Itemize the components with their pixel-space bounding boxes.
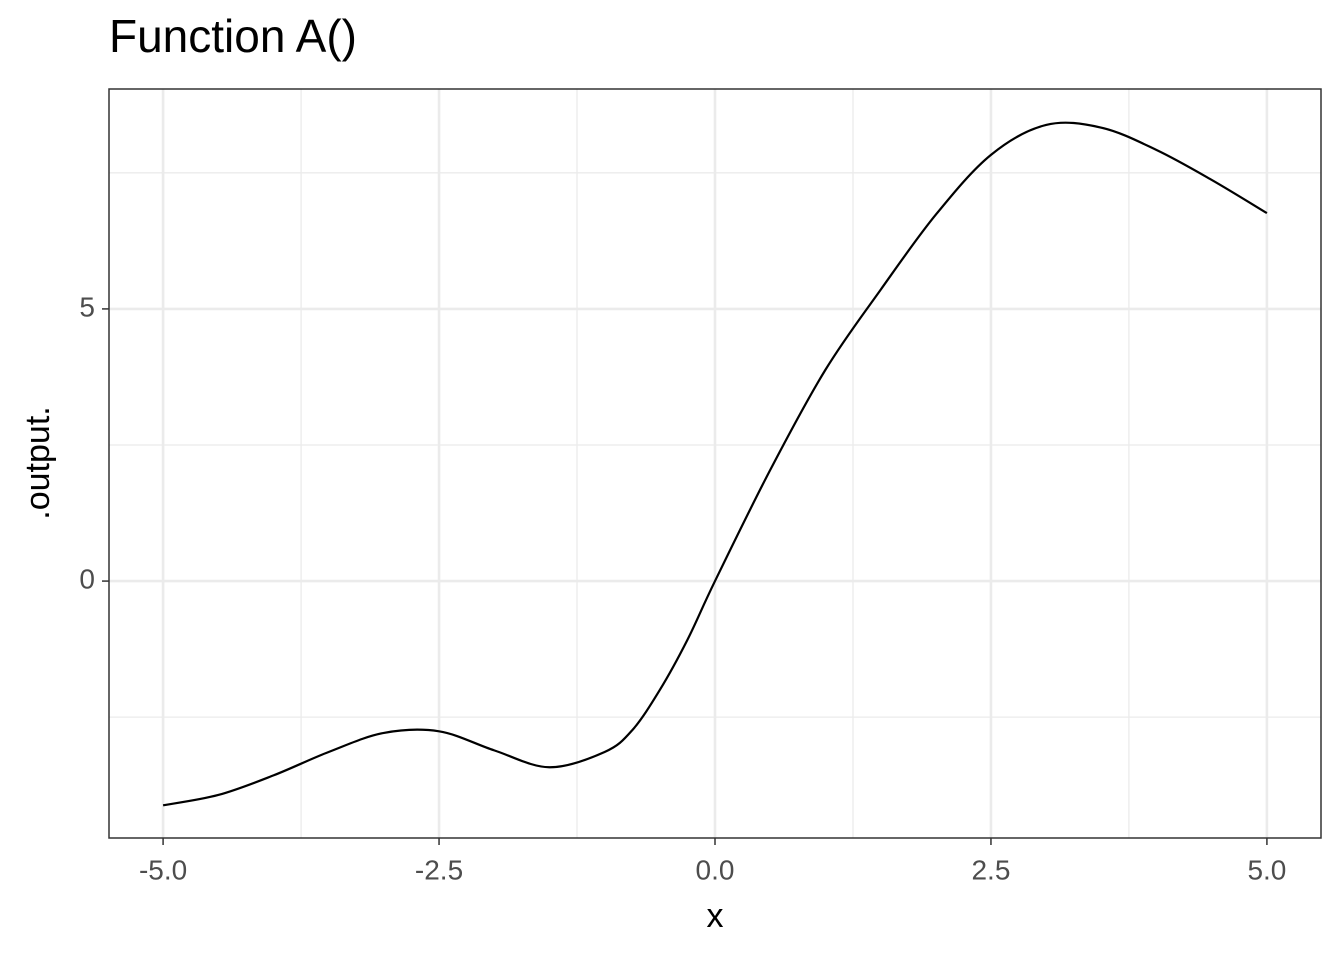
y-tick-label: 5 <box>79 291 95 322</box>
x-axis-title: x <box>707 897 724 935</box>
line <box>162 121 1268 807</box>
plot-area <box>162 121 1268 807</box>
x-tick-label: 2.5 <box>971 854 1010 885</box>
y-tick-label: 0 <box>79 563 95 594</box>
x-tick-label: -2.5 <box>415 854 463 885</box>
chart-title: Function A() <box>109 10 357 62</box>
x-tick-label: -5.0 <box>139 854 187 885</box>
x-tick-label: 0.0 <box>696 854 735 885</box>
x-tick-label: 5.0 <box>1247 854 1286 885</box>
grid <box>109 89 1321 838</box>
y-axis-title: .output. <box>19 406 57 519</box>
